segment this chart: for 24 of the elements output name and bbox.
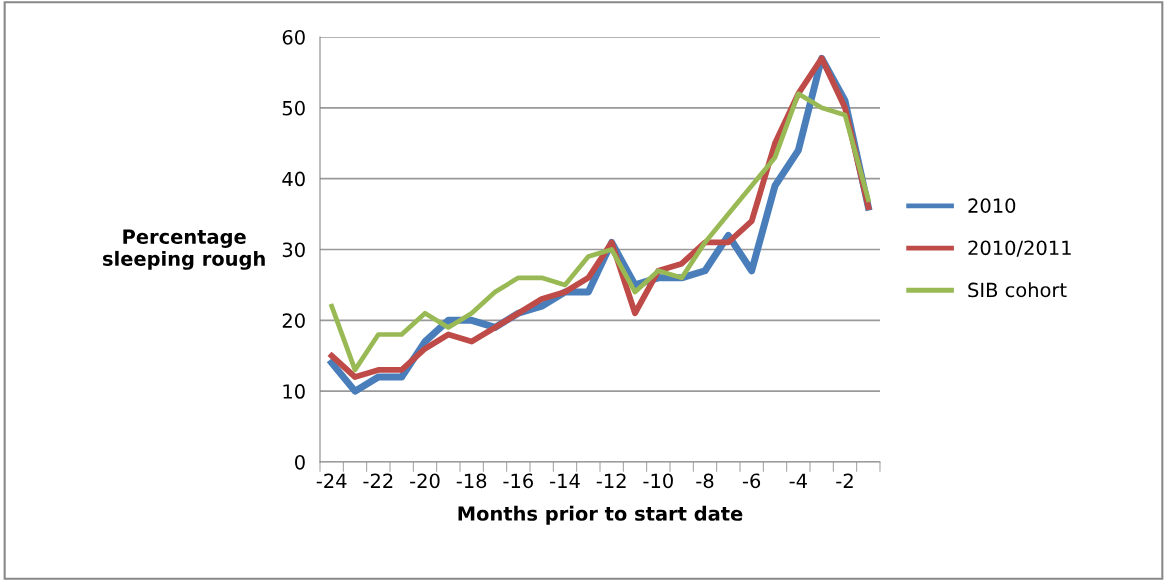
- y-tick-label: 0: [295, 454, 305, 470]
- x-tick-label: -4: [789, 473, 807, 488]
- x-tick-label: -10: [643, 473, 673, 489]
- x-tick-label: -12: [596, 473, 626, 488]
- y-axis-title: Percentage sleeping rough: [103, 229, 265, 270]
- y-tick-label: 30: [282, 242, 305, 258]
- x-tick-label: -20: [410, 473, 440, 489]
- legend-label: 2010/2011: [968, 240, 1071, 257]
- x-tick-label: -2: [836, 473, 853, 488]
- x-tick-label: -6: [742, 473, 761, 489]
- y-tick-label: 50: [282, 100, 305, 116]
- x-tick-label: -16: [503, 473, 533, 489]
- legend-label: SIB cohort: [968, 282, 1067, 298]
- y-tick-label: 40: [282, 171, 305, 187]
- legend-label: 2010: [968, 198, 1016, 213]
- y-tick-label: 60: [282, 29, 305, 45]
- x-axis-title: Months prior to start date: [458, 505, 743, 525]
- x-tick-label: -8: [696, 473, 714, 489]
- x-tick-label: -24: [316, 473, 347, 488]
- x-tick-label: -22: [363, 473, 393, 488]
- y-tick-label: 20: [282, 313, 305, 328]
- x-tick-label: -14: [550, 473, 580, 488]
- x-tick-label: -18: [456, 473, 487, 489]
- y-tick-label: 10: [283, 384, 305, 399]
